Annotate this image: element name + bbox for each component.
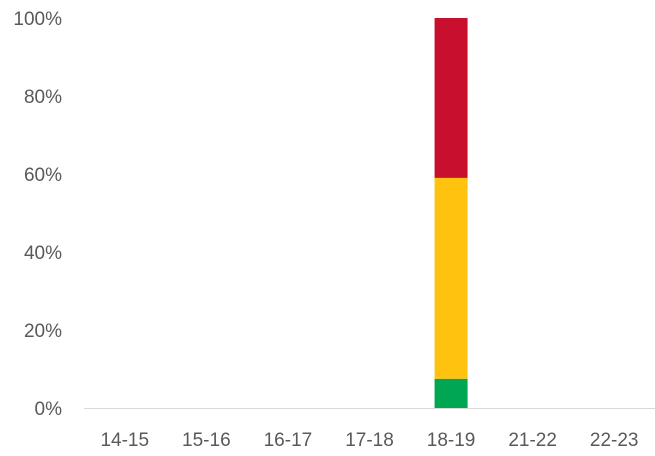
bar-segment <box>434 177 468 379</box>
y-tick-label: 80% <box>24 87 62 108</box>
y-tick-label: 60% <box>24 165 62 186</box>
bar-segment <box>434 18 468 178</box>
y-tick-label: 0% <box>35 399 63 420</box>
x-tick-label: 16-17 <box>264 430 313 451</box>
x-tick-label: 14-15 <box>100 430 149 451</box>
y-tick-label: 40% <box>24 243 62 264</box>
x-tick-label: 15-16 <box>182 430 231 451</box>
x-tick-label: 17-18 <box>345 430 394 451</box>
x-axis: 14-15 15-16 16-17 17-18 18-19 21-22 22-23 <box>100 430 638 451</box>
y-axis: 0% 20% 40% 60% 80% 100% <box>13 9 62 420</box>
y-tick-label: 100% <box>13 9 62 30</box>
x-tick-label: 22-23 <box>590 430 639 451</box>
x-tick-label: 21-22 <box>508 430 557 451</box>
bar-segment <box>434 378 468 408</box>
y-tick-label: 20% <box>24 321 62 342</box>
bars <box>434 18 468 408</box>
x-tick-label: 18-19 <box>427 430 476 451</box>
